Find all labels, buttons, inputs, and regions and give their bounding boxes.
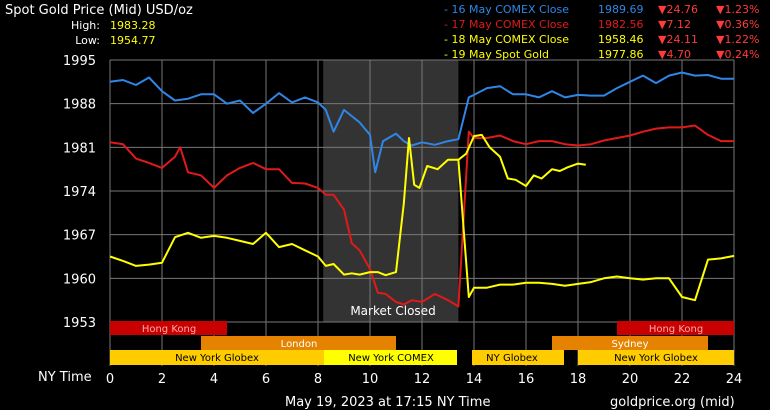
- session-label-hong-kong-2: Hong Kong: [649, 324, 703, 335]
- y-tick-label: 1988: [63, 98, 96, 113]
- session-label-ny-globex-2: NY Globex: [486, 353, 538, 364]
- session-label-ny-comex: New York COMEX: [348, 353, 434, 364]
- legend-label-1: - 16 May COMEX Close: [444, 3, 569, 16]
- session-label-ny-globex-1: New York Globex: [175, 353, 259, 364]
- y-tick-label: 1967: [63, 229, 96, 244]
- x-axis-title: NY Time: [38, 370, 92, 385]
- session-bar-ny-globex-2: [472, 350, 564, 365]
- x-tick-label: 24: [726, 372, 743, 387]
- x-tick-label: 12: [414, 372, 431, 387]
- y-tick-label: 1974: [63, 185, 96, 200]
- x-tick-label: 0: [106, 372, 114, 387]
- legend-label-4: - 19 May Spot Gold: [444, 48, 549, 61]
- y-tick-label: 1995: [63, 54, 96, 69]
- session-bar-ny-globex-3: [578, 350, 734, 365]
- high-label: High:: [71, 19, 100, 32]
- x-tick-label: 20: [622, 372, 639, 387]
- legend-pct-1: ▼1.23%: [716, 3, 760, 16]
- session-bar-london: [201, 336, 396, 350]
- legend-label-3: - 18 May COMEX Close: [444, 33, 569, 46]
- x-tick-label: 10: [362, 372, 379, 387]
- low-value: 1954.77: [110, 34, 156, 47]
- source-credit: goldprice.org (mid): [610, 395, 735, 410]
- y-tick-label: 1981: [63, 141, 96, 156]
- legend-change-4: ▼4.70: [658, 48, 691, 61]
- low-label: Low:: [75, 34, 100, 47]
- legend-pct-4: ▼0.24%: [716, 48, 760, 61]
- x-tick-label: 18: [570, 372, 587, 387]
- y-tick-label: 1953: [63, 316, 96, 331]
- chart-title: Spot Gold Price (Mid) USD/oz: [5, 3, 193, 18]
- legend-label-2: - 17 May COMEX Close: [444, 18, 569, 31]
- legend-price-4: 1977.86: [598, 48, 644, 61]
- y-axis-ticks: 1995 1988 1981 1974 1967 1960 1953: [63, 54, 96, 331]
- high-value: 1983.28: [110, 19, 156, 32]
- legend-change-1: ▼24.76: [658, 3, 698, 16]
- series-line-2: [109, 124, 734, 308]
- x-tick-label: 22: [674, 372, 691, 387]
- legend-price-3: 1958.46: [598, 33, 644, 46]
- session-bar-hong-kong-2: [617, 321, 734, 335]
- x-tick-label: 6: [262, 372, 270, 387]
- series-line-3: [109, 137, 735, 302]
- legend-pct-2: ▼0.36%: [716, 18, 760, 31]
- session-labels: Hong Kong Hong Kong London Sydney New Yo…: [142, 324, 703, 364]
- session-label-ny-globex-3: New York Globex: [614, 353, 698, 364]
- x-tick-label: 2: [158, 372, 166, 387]
- legend-price-2: 1982.56: [598, 18, 644, 31]
- series-line-4: [457, 133, 586, 187]
- session-label-london: London: [281, 339, 318, 350]
- session-bar-ny-globex-1: [110, 350, 324, 365]
- legend-pct-3: ▼1.22%: [716, 33, 760, 46]
- session-bar-ny-comex: [324, 350, 457, 365]
- legend-price-1: 1989.69: [598, 3, 644, 16]
- series-lines: [109, 71, 735, 308]
- session-bar-hong-kong-1: [110, 321, 227, 335]
- y-tick-label: 1960: [63, 272, 96, 287]
- legend-change-3: ▼24.11: [658, 33, 698, 46]
- x-tick-label: 16: [518, 372, 535, 387]
- session-bars: [110, 321, 734, 365]
- session-label-sydney: Sydney: [611, 339, 648, 350]
- x-tick-label: 14: [466, 372, 483, 387]
- legend-change-2: ▼7.12: [658, 18, 691, 31]
- session-label-hong-kong-1: Hong Kong: [142, 324, 196, 335]
- session-bar-sydney: [552, 336, 708, 350]
- market-closed-label: Market Closed: [350, 304, 435, 318]
- x-axis-ticks: 0 2 4 6 8 10 12 14 16 18 20 22 24: [106, 372, 742, 387]
- timestamp: May 19, 2023 at 17:15 NY Time: [285, 395, 491, 410]
- x-tick-label: 4: [210, 372, 218, 387]
- x-tick-label: 8: [314, 372, 322, 387]
